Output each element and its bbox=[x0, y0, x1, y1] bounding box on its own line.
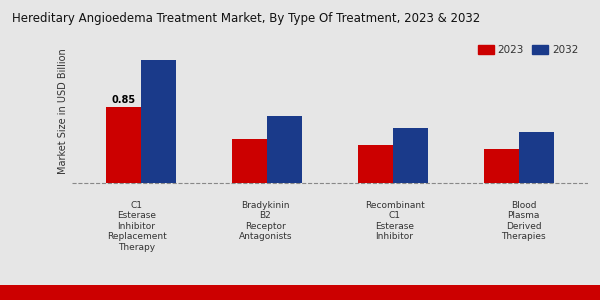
Legend: 2023, 2032: 2023, 2032 bbox=[474, 41, 583, 59]
Bar bbox=[484, 149, 519, 183]
Bar bbox=[106, 107, 141, 183]
Bar bbox=[393, 128, 428, 183]
Bar bbox=[267, 116, 302, 183]
Bar bbox=[141, 60, 176, 183]
Text: Blood
Plasma
Derived
Therapies: Blood Plasma Derived Therapies bbox=[501, 201, 546, 241]
Bar bbox=[358, 145, 393, 183]
Y-axis label: Market Size in USD Billion: Market Size in USD Billion bbox=[58, 48, 68, 174]
Text: Bradykinin
B2
Receptor
Antagonists: Bradykinin B2 Receptor Antagonists bbox=[239, 201, 292, 241]
Text: 0.85: 0.85 bbox=[112, 95, 136, 105]
Text: Hereditary Angioedema Treatment Market, By Type Of Treatment, 2023 & 2032: Hereditary Angioedema Treatment Market, … bbox=[12, 12, 480, 25]
Text: C1
Esterase
Inhibitor
Replacement
Therapy: C1 Esterase Inhibitor Replacement Therap… bbox=[107, 201, 166, 252]
Text: Recombinant
C1
Esterase
Inhibitor: Recombinant C1 Esterase Inhibitor bbox=[365, 201, 424, 241]
Bar bbox=[519, 132, 554, 183]
Bar bbox=[232, 139, 267, 183]
